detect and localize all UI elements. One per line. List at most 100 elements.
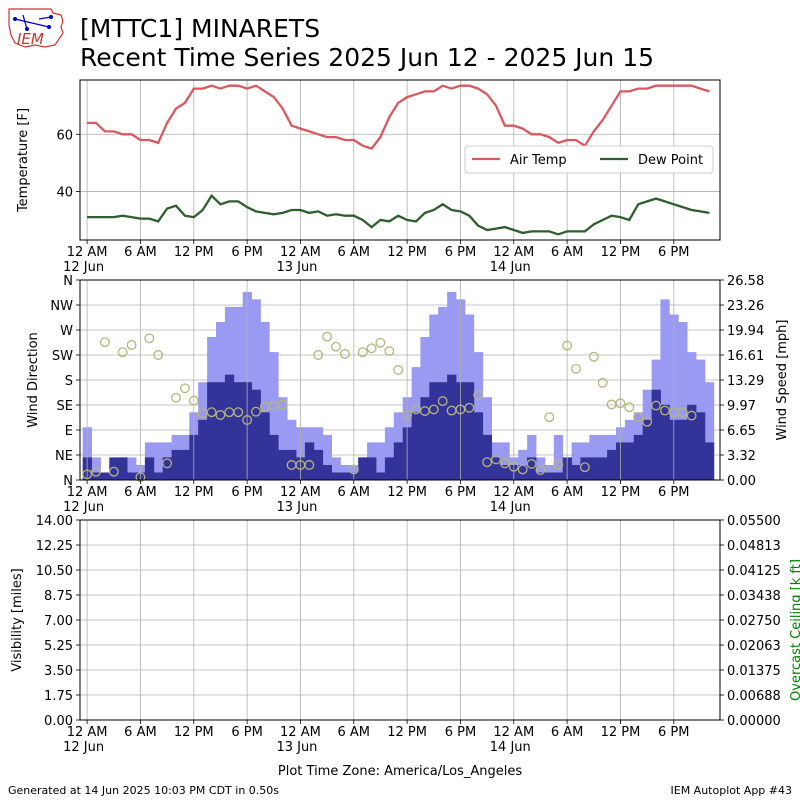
x-tick-label: 12 PM [601, 485, 641, 500]
direction-tick-label: SW [52, 349, 73, 364]
direction-point [348, 464, 359, 475]
legend-label-air-temp: Air Temp [510, 153, 567, 168]
speed-tick-label: 9.97 [727, 399, 756, 414]
chart-subtitle: Recent Time Series 2025 Jun 12 - 2025 Ju… [80, 43, 654, 72]
direction-tick-label: S [65, 374, 73, 389]
x-tick-label: 6 PM [658, 725, 689, 740]
speed-bar [367, 457, 377, 480]
direction-tick-label: E [65, 424, 73, 439]
x-tick-label: 12 AM [493, 245, 534, 260]
speed-bar [313, 449, 324, 480]
speed-bar [464, 382, 475, 480]
direction-point [313, 350, 324, 360]
x-tick-label: 6 PM [231, 725, 262, 740]
gust-bar [660, 299, 670, 480]
visibility-tick-label: 12.25 [36, 539, 73, 554]
gust-bar [384, 427, 395, 480]
speed-bar [624, 442, 635, 480]
direction-tick-label: W [60, 324, 73, 339]
ceiling-tick-label: 0.05500 [727, 514, 781, 529]
x-tick-label: 6 AM [124, 245, 157, 260]
direction-point [517, 464, 528, 475]
x-tick-label: 6 AM [551, 245, 584, 260]
direction-point [322, 331, 333, 342]
x-tick-label: 12 AM [67, 485, 108, 500]
speed-bar [224, 374, 235, 480]
speed-tick-label: 0.00 [727, 474, 756, 489]
speed-bar [553, 472, 564, 480]
speed-bar [331, 472, 341, 480]
x-tick-label: 6 AM [551, 485, 584, 500]
speed-tick-label: 19.94 [727, 324, 764, 339]
visibility-tick-label: 3.50 [44, 664, 73, 679]
x-tick-date: 13 Jun [276, 500, 317, 515]
x-tick-label: 12 PM [601, 725, 641, 740]
direction-point [179, 383, 190, 394]
x-tick-label: 6 PM [231, 485, 262, 500]
speed-tick-label: 16.61 [727, 349, 764, 364]
direction-point [206, 407, 217, 418]
direction-point [82, 469, 93, 480]
direction-point [499, 458, 510, 469]
speed-bar [500, 465, 510, 480]
y-axis-label: Visibility [miles] [10, 568, 25, 671]
x-tick-date: 14 Jun [490, 500, 531, 515]
speed-bar [153, 472, 164, 480]
speed-bar [198, 419, 208, 480]
direction-point [304, 460, 315, 470]
speed-bar [207, 382, 217, 480]
x-tick-label: 12 AM [493, 485, 534, 500]
speed-bar [171, 449, 181, 480]
x-tick-label: 12 AM [67, 245, 108, 260]
direction-point [384, 346, 395, 357]
x-tick-label: 12 AM [493, 725, 534, 740]
speed-bar [678, 419, 688, 480]
gust-bar [571, 442, 581, 480]
direction-point [339, 348, 350, 359]
y-tick-label: 40 [56, 185, 73, 200]
x-tick-label: 6 AM [338, 485, 371, 500]
gust-bar [331, 457, 341, 480]
legend-box [464, 145, 714, 174]
x-tick-label: 12 AM [280, 485, 321, 500]
direction-point [686, 410, 697, 421]
direction-point [464, 402, 475, 413]
gust-bar [536, 457, 546, 480]
direction-point [402, 410, 413, 420]
direction-point [482, 457, 493, 468]
gust-bar [269, 352, 279, 480]
gust-bar [91, 457, 101, 480]
x-tick-label: 12 PM [601, 245, 641, 260]
x-tick-date: 12 Jun [63, 740, 104, 755]
speed-tick-label: 23.26 [727, 299, 764, 314]
speed-bar [687, 404, 697, 480]
direction-point [277, 399, 288, 410]
direction-point [633, 412, 644, 423]
speed-bar [322, 465, 332, 480]
speed-bar [118, 457, 128, 480]
gust-bar [278, 397, 288, 480]
speed-bar [580, 457, 590, 480]
x-tick-label: 6 PM [658, 245, 689, 260]
speed-bar [438, 382, 448, 480]
y2-axis-label: Overcast Ceiling [k ft] [789, 559, 800, 701]
ceiling-tick-label: 0.02750 [727, 614, 781, 629]
speed-bar [340, 472, 350, 480]
ceiling-tick-label: 0.00000 [727, 714, 781, 729]
direction-point [357, 347, 368, 358]
gust-bar [704, 382, 715, 480]
direction-point [171, 392, 181, 403]
direction-point [615, 398, 626, 409]
x-tick-label: 12 PM [387, 485, 427, 500]
x-tick-date: 12 Jun [63, 260, 104, 275]
direction-point [606, 399, 617, 410]
speed-bar [411, 412, 421, 480]
speed-bar [696, 412, 706, 480]
speed-bar [429, 382, 439, 480]
x-tick-label: 12 AM [280, 725, 321, 740]
x-tick-label: 6 PM [445, 485, 476, 500]
visibility-tick-label: 1.75 [44, 689, 73, 704]
x-tick-label: 12 PM [387, 725, 427, 740]
y-axis-label: Wind Direction [26, 332, 41, 428]
speed-bar [571, 465, 581, 480]
